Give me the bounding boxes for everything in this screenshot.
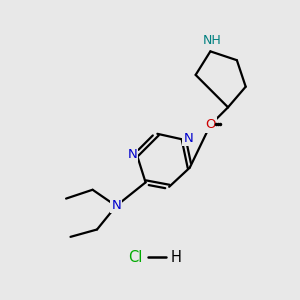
Text: O: O [205,118,216,131]
Text: N: N [128,148,137,161]
Text: N: N [111,200,121,212]
Text: H: H [170,250,181,265]
Text: NH: NH [202,34,221,47]
Text: Cl: Cl [128,250,142,265]
Text: N: N [183,132,193,145]
